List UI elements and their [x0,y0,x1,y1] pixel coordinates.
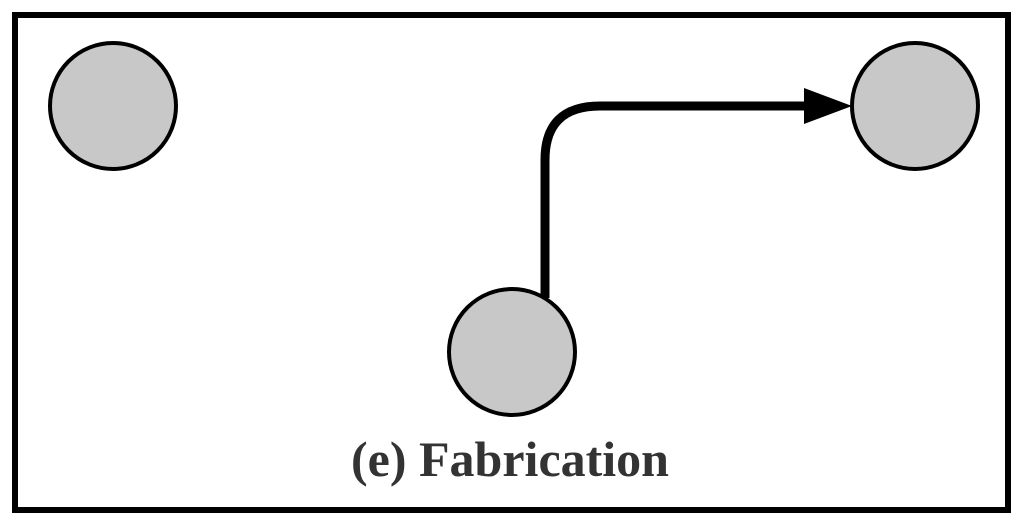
node-top-left [48,41,178,171]
arrowhead-icon [804,88,852,124]
edge-arrow [540,101,808,298]
node-top-right [850,41,980,171]
node-bottom-center [447,287,577,417]
diagram-frame [12,12,1011,513]
diagram-caption: (e) Fabrication [351,431,669,487]
